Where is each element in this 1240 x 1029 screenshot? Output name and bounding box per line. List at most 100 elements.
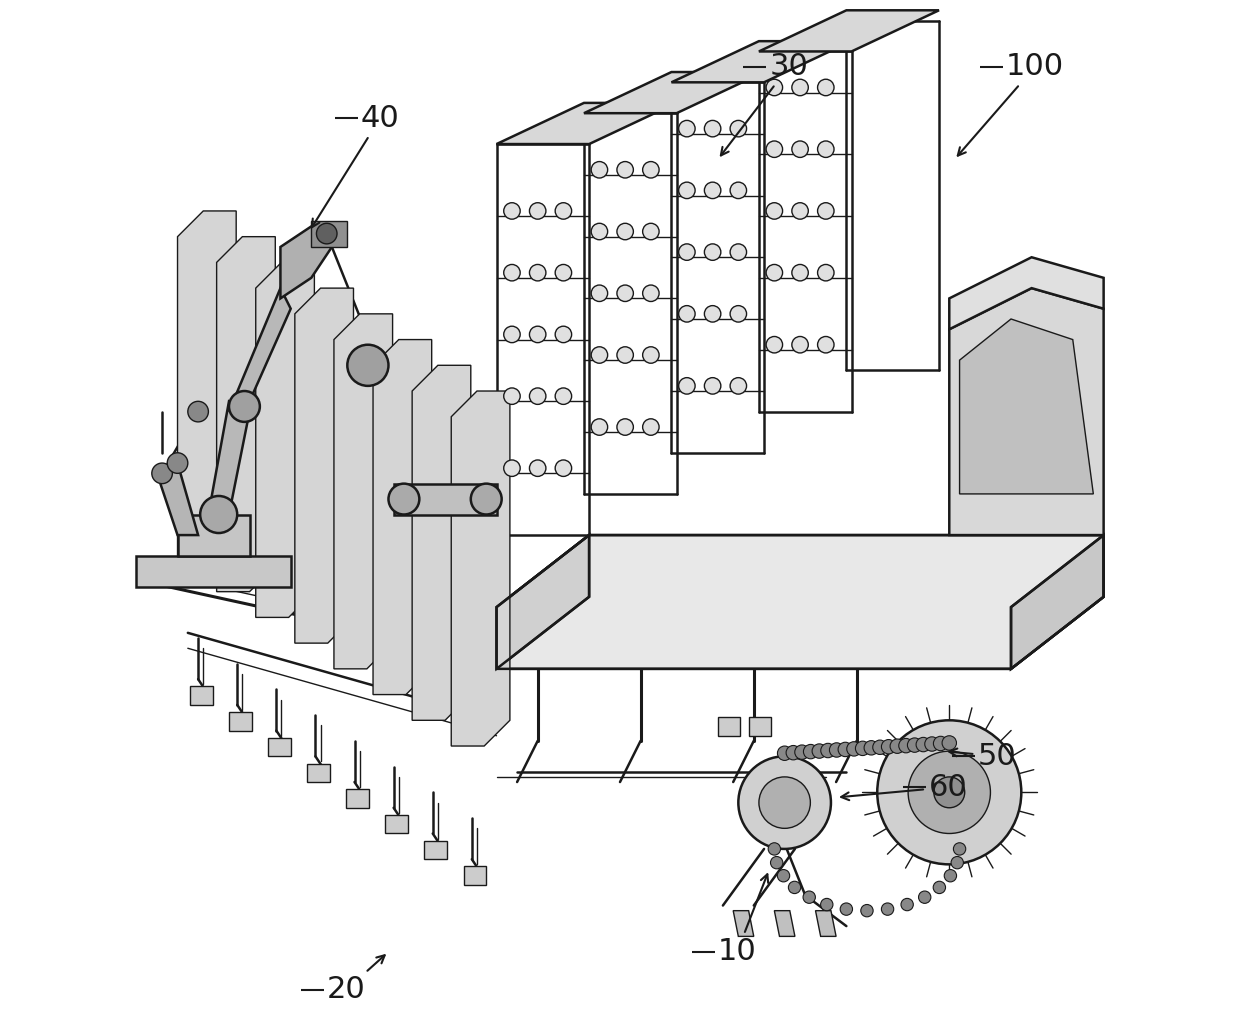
Polygon shape: [157, 463, 198, 535]
Circle shape: [556, 388, 572, 404]
Polygon shape: [136, 556, 290, 587]
Circle shape: [821, 898, 833, 911]
Circle shape: [792, 203, 808, 219]
Circle shape: [642, 223, 660, 240]
Bar: [268, 738, 290, 756]
Circle shape: [766, 79, 782, 96]
Circle shape: [847, 742, 861, 756]
Circle shape: [618, 419, 634, 435]
Circle shape: [503, 460, 521, 476]
Polygon shape: [671, 41, 852, 82]
Circle shape: [529, 203, 546, 219]
Polygon shape: [816, 911, 836, 936]
Circle shape: [730, 378, 746, 394]
Circle shape: [766, 203, 782, 219]
Circle shape: [316, 223, 337, 244]
Text: 100: 100: [957, 52, 1064, 155]
Circle shape: [529, 326, 546, 343]
Polygon shape: [255, 262, 315, 617]
Circle shape: [642, 419, 660, 435]
Circle shape: [792, 141, 808, 157]
Circle shape: [730, 244, 746, 260]
Circle shape: [678, 120, 696, 137]
Bar: [424, 841, 448, 859]
Polygon shape: [960, 319, 1094, 494]
Circle shape: [944, 870, 956, 882]
Circle shape: [503, 203, 521, 219]
Polygon shape: [280, 226, 332, 298]
Circle shape: [200, 496, 237, 533]
Circle shape: [841, 902, 853, 915]
Circle shape: [830, 743, 844, 757]
Polygon shape: [393, 484, 496, 514]
Circle shape: [556, 326, 572, 343]
Text: 50: 50: [949, 742, 1017, 771]
Polygon shape: [759, 10, 939, 51]
Bar: [464, 866, 486, 885]
Circle shape: [890, 739, 904, 753]
Circle shape: [817, 79, 835, 96]
Text: 20: 20: [326, 955, 384, 1004]
Circle shape: [817, 264, 835, 281]
Circle shape: [529, 460, 546, 476]
Circle shape: [901, 898, 914, 911]
Circle shape: [167, 453, 187, 473]
Circle shape: [347, 345, 388, 386]
Circle shape: [229, 391, 260, 422]
Circle shape: [151, 463, 172, 484]
Circle shape: [591, 419, 608, 435]
Circle shape: [704, 182, 720, 199]
Polygon shape: [496, 535, 1104, 669]
Circle shape: [954, 843, 966, 855]
Circle shape: [768, 843, 780, 855]
Circle shape: [804, 744, 818, 758]
Bar: [311, 221, 347, 247]
Text: 40: 40: [312, 104, 399, 227]
Circle shape: [804, 891, 816, 903]
Circle shape: [766, 141, 782, 157]
Circle shape: [777, 746, 792, 760]
Circle shape: [864, 741, 878, 755]
Bar: [749, 717, 771, 736]
Circle shape: [908, 751, 991, 833]
Text: 60: 60: [841, 773, 967, 802]
Bar: [177, 514, 249, 556]
Bar: [308, 764, 330, 782]
Circle shape: [704, 378, 720, 394]
Circle shape: [934, 777, 965, 808]
Circle shape: [792, 264, 808, 281]
Circle shape: [591, 223, 608, 240]
Polygon shape: [774, 911, 795, 936]
Circle shape: [916, 738, 930, 752]
Circle shape: [618, 285, 634, 301]
Circle shape: [792, 79, 808, 96]
Circle shape: [388, 484, 419, 514]
Circle shape: [821, 743, 836, 757]
Circle shape: [591, 285, 608, 301]
Circle shape: [730, 306, 746, 322]
Polygon shape: [584, 72, 764, 113]
Polygon shape: [950, 257, 1104, 329]
Circle shape: [951, 856, 963, 868]
Text: 10: 10: [718, 875, 768, 966]
Circle shape: [503, 264, 521, 281]
Circle shape: [678, 244, 696, 260]
Circle shape: [838, 742, 852, 756]
Circle shape: [882, 740, 895, 754]
Circle shape: [618, 347, 634, 363]
Circle shape: [591, 347, 608, 363]
Circle shape: [795, 745, 810, 759]
Circle shape: [730, 120, 746, 137]
Circle shape: [877, 720, 1022, 864]
Polygon shape: [451, 391, 510, 746]
Circle shape: [786, 745, 801, 759]
Circle shape: [942, 736, 956, 750]
Polygon shape: [295, 288, 353, 643]
Circle shape: [873, 740, 887, 754]
Circle shape: [471, 484, 502, 514]
Circle shape: [556, 460, 572, 476]
Bar: [346, 789, 370, 808]
Text: 30: 30: [720, 52, 808, 155]
Circle shape: [503, 388, 521, 404]
Circle shape: [642, 162, 660, 178]
